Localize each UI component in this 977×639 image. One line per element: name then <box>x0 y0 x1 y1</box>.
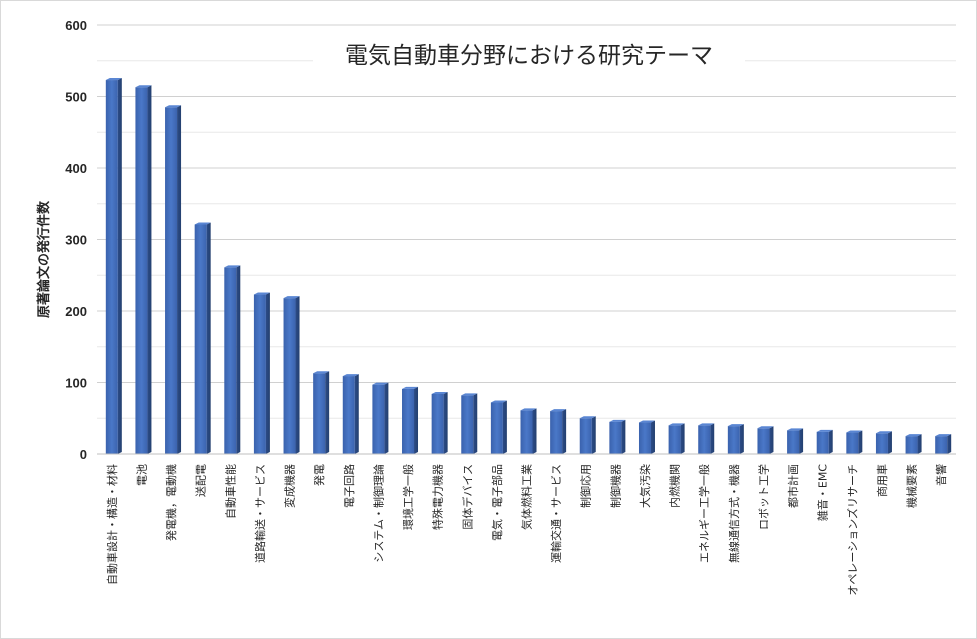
y-axis-ticks: 0 100 200 300 400 500 600 <box>65 18 87 462</box>
y-axis-title: 原著論文の発行件数 <box>36 200 52 318</box>
bar <box>165 105 182 454</box>
x-category-label: 電子回路 <box>343 464 356 508</box>
x-category-label: 発電機，電動機 <box>164 464 178 541</box>
bar <box>550 409 567 454</box>
x-category-label: エネルギー工学一般 <box>697 464 711 563</box>
bar <box>372 382 389 454</box>
bar <box>757 426 774 454</box>
bar <box>313 371 330 454</box>
chart-title: 電気自動車分野における研究テーマ <box>345 43 713 69</box>
y-tick-label: 600 <box>65 18 87 33</box>
y-tick-label: 400 <box>65 161 87 176</box>
x-category-label: 気体燃料工業 <box>520 464 534 530</box>
x-category-label: 自動車性能 <box>223 464 237 519</box>
bar <box>431 391 448 454</box>
y-tick-label: 0 <box>80 447 87 462</box>
x-category-label: 特殊電力機器 <box>431 464 445 530</box>
x-axis-labels: 自動車設計・構造・材料 電池 発電機，電動機 送配電 自動車性能 道路輸送・サービス 変成機… <box>105 464 948 596</box>
x-category-label: 変成機器 <box>283 464 297 508</box>
bar <box>698 423 715 454</box>
x-category-label: 都市計画 <box>786 464 800 508</box>
x-category-label: 発電 <box>312 464 326 486</box>
x-category-label: 制御応用 <box>579 464 593 508</box>
x-category-label: 商用車 <box>875 464 889 497</box>
x-category-label: 電池 <box>135 464 148 486</box>
bar <box>135 85 152 454</box>
x-category-label: 無線通信方式・機器 <box>727 464 741 563</box>
y-tick-label: 300 <box>65 233 87 248</box>
bar <box>224 265 241 454</box>
bar <box>638 420 655 454</box>
bar <box>609 419 626 454</box>
x-category-label: 大気汚染 <box>638 464 652 508</box>
bar <box>846 430 863 454</box>
x-category-label: ロボット工学 <box>756 464 770 530</box>
bar <box>253 292 270 454</box>
x-category-label: 道路輸送・サービス <box>253 464 267 563</box>
x-category-label: 音響 <box>934 464 948 486</box>
x-category-label: 自動車設計・構造・材料 <box>105 464 119 585</box>
x-category-label: 内燃機関 <box>668 464 682 508</box>
bar <box>520 408 537 454</box>
bar <box>342 374 359 454</box>
bar <box>816 429 833 454</box>
y-tick-label: 100 <box>65 376 87 391</box>
bar <box>935 434 952 454</box>
x-category-label: 固体デバイス <box>460 464 474 530</box>
y-tick-label: 200 <box>65 304 87 319</box>
y-tick-label: 500 <box>65 90 87 105</box>
bar <box>283 296 300 454</box>
x-category-label: 機械要素 <box>905 464 919 508</box>
bar <box>875 431 892 454</box>
x-category-label: 雑音・EMC <box>816 464 830 521</box>
bars <box>97 78 956 455</box>
bar <box>905 434 922 454</box>
bar <box>105 78 122 455</box>
title-box <box>313 31 745 79</box>
bar <box>461 393 478 454</box>
x-category-label: 電気・電子部品 <box>490 464 504 541</box>
bar <box>727 424 744 454</box>
bar <box>490 400 507 454</box>
x-category-label: オペレーションズリサーチ <box>845 464 859 596</box>
bar <box>579 416 596 454</box>
bar <box>402 386 419 454</box>
x-category-label: 運輸交通・サービス <box>549 464 563 563</box>
x-category-label: 制御機器 <box>608 464 622 508</box>
bar <box>194 222 211 454</box>
bar <box>787 428 804 454</box>
bar <box>668 423 685 454</box>
x-category-label: 送配電 <box>194 464 208 497</box>
x-category-label: 環境工学一般 <box>401 464 415 530</box>
x-category-label: システム・制御理論 <box>371 464 385 563</box>
